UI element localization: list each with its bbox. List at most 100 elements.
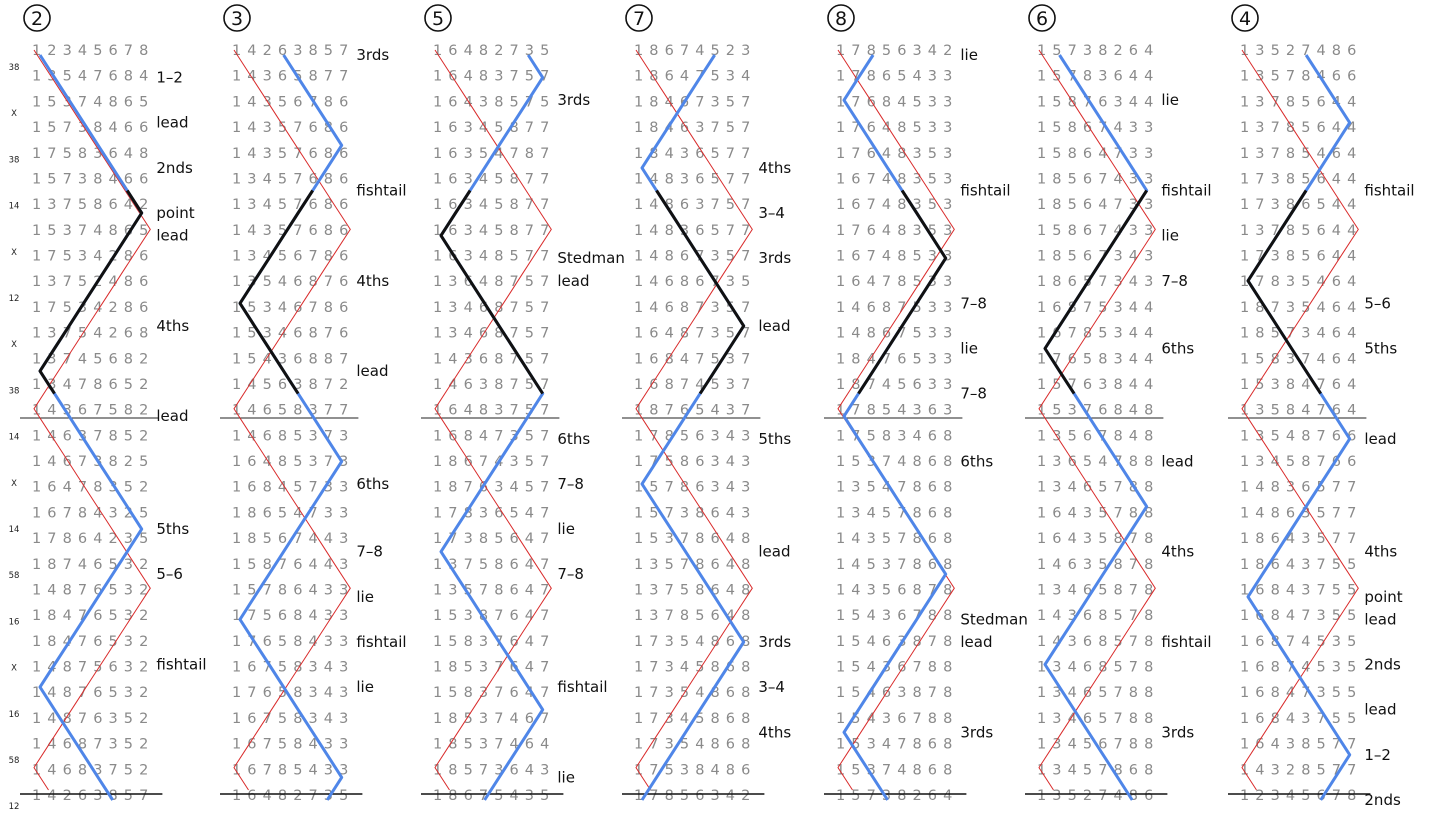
row-digit: 4 [324,660,333,676]
row-digit: 3 [47,197,56,213]
work-label: 2nds [156,159,193,177]
row-digit: 8 [1144,608,1153,624]
row-digit: 5 [1301,94,1310,110]
row-digit: 6 [247,480,256,496]
row-digit: 8 [1129,685,1138,701]
row-digit: 6 [1114,69,1123,85]
row-digit: 4 [309,762,318,778]
row-digit: 5 [1301,120,1310,136]
row-digit: 5 [1052,146,1061,162]
row-digit: 6 [897,43,906,59]
row-digit: 1 [232,223,241,239]
row-digit: 5 [47,94,56,110]
work-label: 2nds [1364,656,1401,674]
row-digit: 5 [124,428,133,444]
row-digit: 8 [726,762,735,778]
row-digit: 4 [47,762,56,778]
row-digit: 7 [1332,531,1341,547]
row-digit: 1 [32,43,41,59]
row-digit: 5 [540,94,549,110]
row-digit: 4 [726,480,735,496]
row-digit: 7 [324,454,333,470]
row-digit: 3 [494,762,503,778]
row-digit: 4 [1286,711,1295,727]
row-digit: 7 [540,505,549,521]
row-digit: 8 [943,608,952,624]
row-digit: 6 [1317,223,1326,239]
row-digit: 1 [634,274,643,290]
row-digit: 3 [339,685,348,701]
row-digit: 7 [851,403,860,419]
row-digit: 1 [634,377,643,393]
work-label: 7–8 [557,565,584,583]
row-digit: 6 [448,94,457,110]
row-digit: 3 [1301,505,1310,521]
row-digit: 6 [247,788,256,804]
row-digit: 5 [1098,300,1107,316]
row-digit: 8 [928,608,937,624]
row-digit: 6 [711,557,720,573]
row-digit: 7 [649,685,658,701]
row-digit: 6 [109,69,118,85]
row-digit: 2 [139,737,148,753]
row-digit: 6 [124,171,133,187]
row-digit: 3 [943,377,952,393]
lead-number: 5 [432,8,444,30]
row-digit: 3 [309,454,318,470]
row-digit: 7 [1114,480,1123,496]
work-label: 5ths [1364,339,1397,357]
row-digit: 6 [293,94,302,110]
row-digit: 3 [263,223,272,239]
row-digit: 8 [649,403,658,419]
row-digit: 4 [1347,300,1356,316]
row-digit: 7 [1098,171,1107,187]
row-digit: 6 [93,608,102,624]
row-digit: 6 [695,480,704,496]
row-digit: 6 [479,300,488,316]
row-digit: 3 [1129,223,1138,239]
lead-number: 6 [1036,8,1048,30]
row-digit: 3 [109,480,118,496]
row-digit: 4 [324,531,333,547]
row-digit: 7 [339,69,348,85]
row-digit: 1 [1240,428,1249,444]
row-digit: 4 [726,582,735,598]
row-digit: 1 [433,197,442,213]
row-digit: 5 [1301,249,1310,265]
row-digit: 5 [540,43,549,59]
row-digit: 1 [836,762,845,778]
row-digit: 8 [1144,634,1153,650]
row-digit: 1 [1037,480,1046,496]
row-digit: 6 [63,737,72,753]
row-digit: 8 [448,480,457,496]
work-label: fishtail [960,181,1010,199]
row-digit: 1 [32,197,41,213]
working-bell-path-black [655,189,746,395]
row-digit: 3 [324,480,333,496]
row-digit: 5 [1301,788,1310,804]
row-digit: 5 [278,660,287,676]
work-label: Stedman [960,610,1027,628]
row-digit: 5 [124,737,133,753]
row-digit: 3 [1255,94,1264,110]
row-digit: 6 [339,274,348,290]
row-digit: 7 [741,377,750,393]
row-digit: 5 [124,762,133,778]
row-digit: 5 [63,300,72,316]
row-digit: 6 [109,43,118,59]
row-digit: 7 [913,660,922,676]
row-digit: 3 [649,608,658,624]
row-digit: 7 [540,557,549,573]
row-digit: 6 [665,43,674,59]
row-digit: 6 [525,711,534,727]
row-digit: 6 [525,737,534,753]
row-digit: 6 [695,788,704,804]
row-digit: 6 [726,685,735,701]
row-digit: 1 [1037,762,1046,778]
work-label: lead [1364,701,1396,719]
work-label: lead [1161,452,1193,470]
row-digit: 3 [1068,403,1077,419]
row-digit: 5 [139,454,148,470]
row-digit: 6 [510,557,519,573]
row-digit: 7 [897,505,906,521]
